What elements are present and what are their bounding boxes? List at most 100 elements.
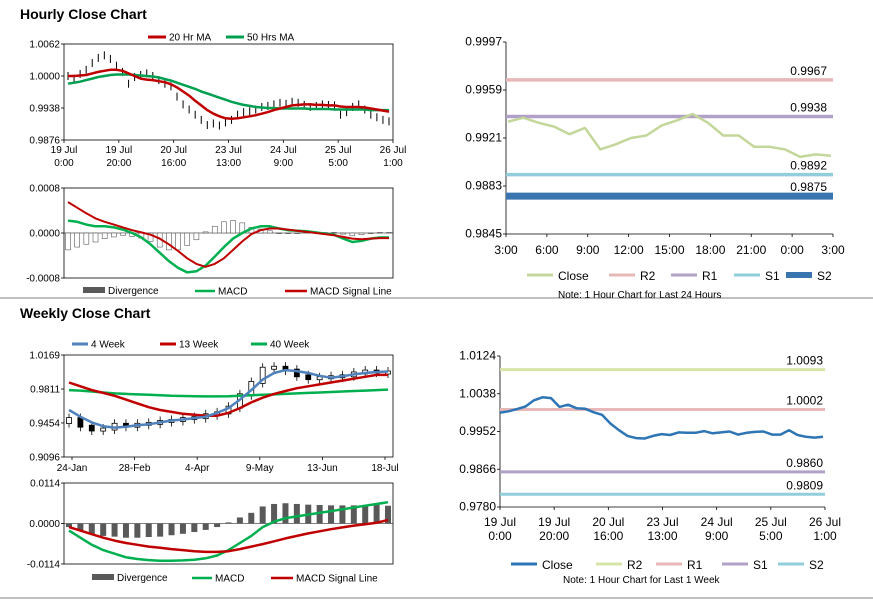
weekly-level-r1-value: 1.0002	[786, 394, 823, 408]
hourly-divergence-bar	[74, 232, 80, 248]
weekly-divergence-bar	[225, 522, 232, 524]
weekly-macd-chart: 0.0114 0.0000 -0.0114 Divergence MACD MACD Si…	[27, 479, 394, 585]
weekly-divergence-bar	[134, 523, 141, 538]
weekly-divergence-bar	[111, 523, 118, 537]
weekly-candle-body	[66, 417, 72, 424]
hourly-legend-ma50-label: 50 Hrs MA	[247, 33, 295, 44]
hourly-ma20-line	[68, 68, 390, 121]
weekly-levels-note: Note: 1 Hour Chart for Last 1 Week	[563, 575, 721, 586]
hourly-divergence-bar	[101, 232, 108, 239]
weekly-divergence-bar	[236, 517, 243, 524]
hourly-divergence-bar	[147, 232, 154, 242]
hourly-price-x-label: 1:00	[383, 158, 403, 169]
weekly-candle-body	[271, 365, 277, 370]
hourly-divergence-bar	[358, 232, 365, 235]
weekly-levels-x-label: 19 Jul	[538, 515, 570, 529]
hourly-divergence-bar	[92, 232, 99, 243]
weekly-levels-legend-close-label: Close	[542, 558, 573, 572]
hourly-macd-y-label: 0.0000	[29, 229, 60, 240]
hourly-levels-note: Note: 1 Hour Chart for Last 24 Hours	[558, 290, 721, 301]
hourly-legend-signal-label: MACD Signal Line	[310, 287, 392, 298]
weekly-divergence-bar	[66, 523, 72, 528]
hourly-levels-y-label: 0.9959	[465, 83, 502, 97]
weekly-divergence-bar	[100, 523, 107, 536]
hourly-price-x-label: 23 Jul	[215, 145, 242, 156]
hourly-levels-y-label: 0.9997	[465, 35, 502, 49]
weekly-levels-legend-r2-label: R2	[627, 558, 643, 572]
hourly-divergence-bar	[65, 232, 71, 251]
weekly-levels-y-label: 0.9866	[459, 462, 496, 476]
hourly-divergence-bar	[386, 232, 392, 234]
weekly-macd-y-label: 0.0000	[29, 519, 60, 530]
hourly-levels-chart: 0.9997 0.9959 0.9921 0.9883 0.9845 3:00 6:00 9:…	[465, 35, 845, 302]
weekly-divergence-bar	[350, 505, 357, 524]
weekly-divergence-bar	[122, 523, 129, 538]
hourly-section-title: Hourly Close Chart	[20, 6, 147, 22]
weekly-candle-body	[88, 424, 95, 432]
weekly-divergence-bar	[191, 523, 198, 533]
weekly-price-y-label: 0.9454	[29, 418, 60, 429]
hourly-levels-x-label: 12:00	[614, 243, 644, 257]
hourly-legend-divergence-swatch	[83, 287, 105, 293]
hourly-price-y-label: 1.0000	[29, 72, 60, 83]
hourly-ma50-line	[67, 73, 389, 112]
weekly-legend-macd-label: MACD	[215, 574, 244, 585]
hourly-divergence-bar	[221, 221, 227, 234]
hourly-divergence-bar	[202, 231, 209, 234]
weekly-price-x-label: 24-Jan	[57, 463, 88, 474]
weekly-levels-legend-s1-label: S1	[753, 558, 768, 572]
weekly-level-r2-value: 1.0093	[786, 354, 823, 368]
hourly-price-x-label: 26 Jul	[380, 145, 407, 156]
weekly-divergence-bar	[202, 523, 209, 530]
weekly-level-s2-value: 0.9809	[786, 478, 823, 492]
hourly-divergence-bar	[377, 232, 383, 234]
hourly-legend-divergence-label: Divergence	[108, 286, 159, 297]
weekly-divergence-bar	[282, 503, 289, 524]
hourly-divergence-bar	[230, 220, 236, 234]
weekly-levels-x-label: 25 Jul	[755, 515, 787, 529]
weekly-divergence-bar	[385, 505, 391, 524]
hourly-macd-y-label: -0.0008	[26, 274, 60, 285]
hourly-price-x-label: 19 Jul	[105, 145, 132, 156]
hourly-price-x-label: 13:00	[216, 158, 241, 169]
weekly-levels-x-label: 19 Jul	[484, 515, 516, 529]
hourly-divergence-bar	[294, 232, 301, 234]
hourly-price-y-label: 0.9876	[29, 136, 60, 147]
hourly-levels-legend-s2-label: S2	[817, 269, 832, 283]
weekly-divergence-bar	[168, 523, 175, 536]
weekly-candle-body	[77, 417, 84, 428]
hourly-levels-x-label: 21:00	[736, 243, 766, 257]
weekly-divergence-bar	[88, 523, 95, 535]
weekly-levels-x-label: 24 Jul	[701, 515, 733, 529]
weekly-divergence-bar	[248, 512, 255, 524]
weekly-legend-40wk-label: 40 Week	[270, 340, 310, 351]
weekly-levels-y-label: 0.9952	[459, 424, 496, 438]
hourly-divergence-bar	[276, 232, 282, 234]
weekly-price-x-label: 18-Jul	[371, 463, 398, 474]
hourly-price-x-label: 25 Jul	[325, 145, 352, 156]
weekly-legend-4wk-label: 4 Week	[91, 340, 126, 351]
weekly-divergence-bar	[293, 503, 300, 524]
weekly-close-line	[499, 396, 824, 440]
weekly-levels-x-label: 23 Jul	[646, 515, 678, 529]
weekly-levels-x-label: 0:00	[488, 529, 512, 543]
hourly-price-x-label: 16:00	[161, 158, 186, 169]
hourly-divergence-bar	[166, 232, 172, 251]
hourly-divergence-bar	[184, 232, 191, 246]
hourly-levels-legend-close-label: Close	[558, 269, 589, 283]
weekly-levels-x-label: 20 Jul	[592, 515, 624, 529]
weekly-divergence-bar	[339, 505, 346, 524]
weekly-levels-y-label: 0.9780	[459, 500, 496, 514]
weekly-4wk-line	[68, 368, 389, 429]
hourly-divergence-bar	[331, 232, 337, 234]
weekly-price-x-label: 4-Apr	[185, 463, 210, 474]
hourly-macd-line	[67, 219, 389, 274]
weekly-candle-body	[293, 368, 300, 378]
hourly-divergence-bar	[340, 232, 346, 235]
hourly-divergence-bar	[211, 225, 218, 234]
hourly-divergence-bar	[367, 232, 374, 234]
weekly-divergence-bar	[362, 505, 369, 524]
